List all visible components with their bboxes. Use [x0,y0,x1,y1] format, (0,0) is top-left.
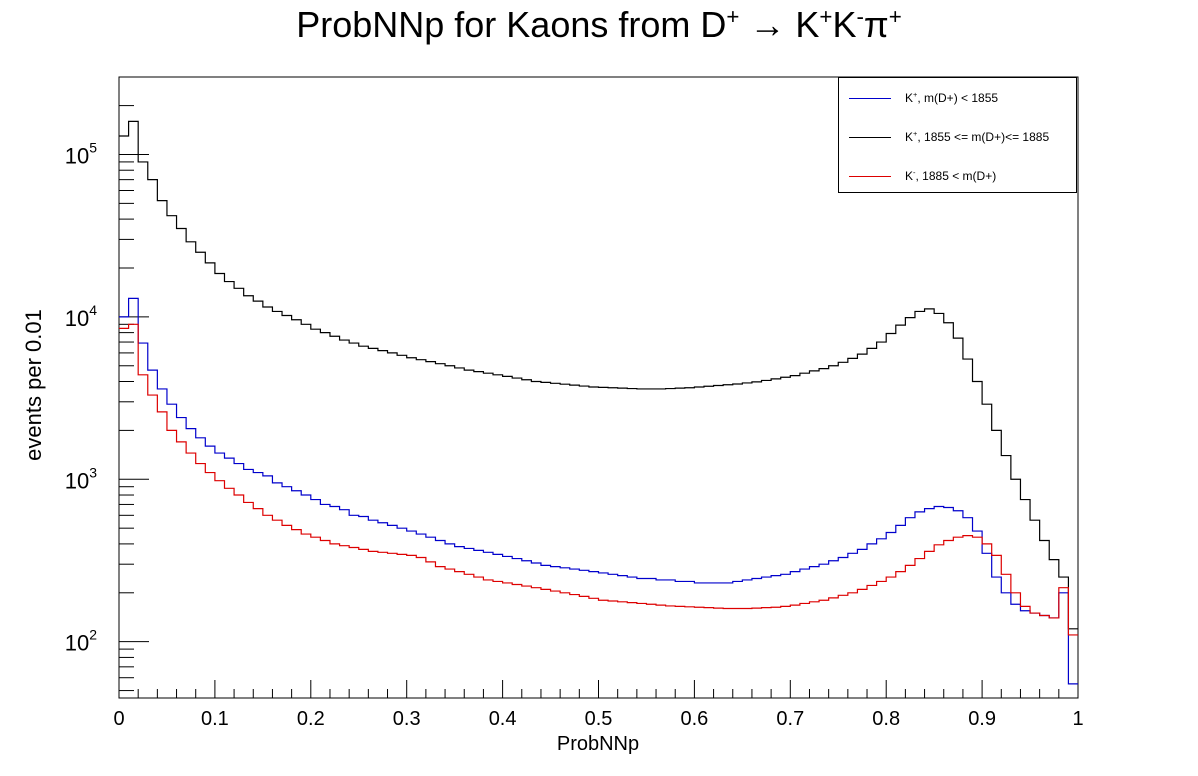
legend-swatch-0 [849,98,891,100]
title-tail: π [863,4,889,45]
x-tick-label: 0.1 [201,708,229,730]
y-tick-label: 104 [65,302,97,331]
histogram-series [119,120,1078,685]
x-tick-label: 0.7 [776,708,804,730]
title-prefix: ProbNNp for Kaons from D [296,4,727,45]
legend-label-0sup: + [913,90,918,99]
x-tick-label: 0.8 [872,708,900,730]
x-tick-label: 0.2 [297,708,325,730]
title-arrow: → K [739,4,820,45]
legend-label-1b: , 1855 <= m(D+)<= 1885 [917,130,1050,144]
x-tick-label: 1 [1072,708,1083,730]
y-tick-label: 105 [65,139,97,168]
title-sup-2: + [819,4,833,29]
legend-label-1sup: + [913,129,918,138]
legend-swatch-2 [849,176,891,178]
y-tick-label: 103 [65,464,97,493]
x-tick-label: 0.3 [393,708,421,730]
legend-label-2b: , 1885 < m(D+) [915,169,997,183]
legend-label-0a: K [905,91,914,105]
y-axis-label: events per 0.01 [21,309,46,461]
series-0-histogram [119,297,1078,685]
legend-label-2sup: - [913,168,916,177]
legend: K+, m(D+) < 1855 K+, 1855 <= m(D+)<= 188… [838,77,1077,193]
x-axis-label: ProbNNp [556,733,640,755]
x-tick-label: 0.6 [680,708,708,730]
x-tick-label: 0.5 [585,708,613,730]
series-1-histogram [119,120,1078,630]
chart-title: ProbNNp for Kaons from D+ → K+K-π+ [0,4,1198,46]
x-axis: 0 0.1 0.2 0.3 0.4 0.5 0.6 0.7 0.8 0.9 1 [113,680,1084,730]
y-axis: 102 103 104 105 [65,76,149,692]
title-mid: K [832,4,857,45]
title-sup-4: + [888,4,902,29]
legend-item-1: K+, 1855 <= m(D+)<= 1885 [849,129,1049,144]
x-tick-label: 0.4 [489,708,517,730]
legend-label-0b: , m(D+) < 1855 [917,91,999,105]
x-tick-label: 0 [113,708,124,730]
legend-swatch-1 [849,137,891,139]
x-tick-label: 0.9 [968,708,996,730]
legend-label-1a: K [905,130,914,144]
legend-item-2: K-, 1885 < m(D+) [849,168,996,183]
legend-item-0: K+, m(D+) < 1855 [849,90,998,105]
title-sup-3: - [856,4,864,29]
legend-label-2a: K [905,169,914,183]
title-sup-1: + [726,4,740,29]
series-2-histogram [119,323,1078,636]
y-tick-label: 102 [65,627,97,656]
